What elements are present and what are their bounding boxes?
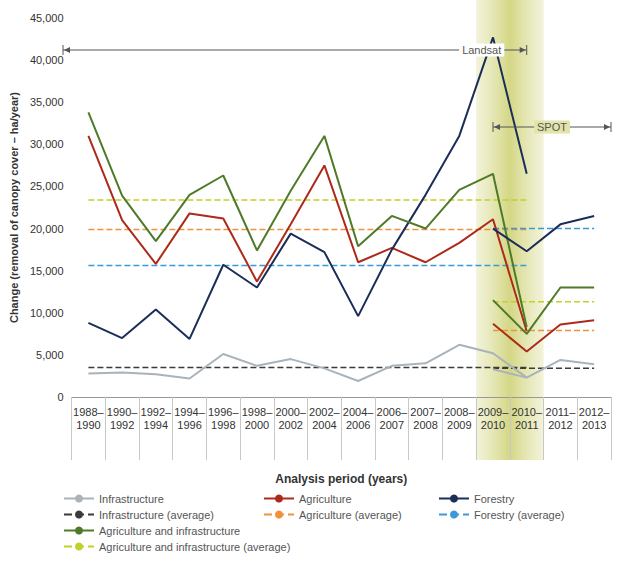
- svg-text:1998–: 1998–: [242, 406, 273, 418]
- svg-text:Change (removal of canopy cove: Change (removal of canopy cover – ha/yea…: [8, 92, 20, 323]
- svg-text:Agriculture (average): Agriculture (average): [299, 509, 402, 521]
- svg-text:2000: 2000: [245, 419, 269, 431]
- svg-text:35,000: 35,000: [30, 96, 64, 108]
- svg-text:30,000: 30,000: [30, 138, 64, 150]
- svg-text:Agriculture: Agriculture: [299, 493, 352, 505]
- svg-text:2004–: 2004–: [343, 406, 374, 418]
- svg-text:1988–: 1988–: [73, 406, 104, 418]
- svg-text:SPOT: SPOT: [537, 121, 567, 133]
- svg-text:Infrastructure (average): Infrastructure (average): [99, 509, 214, 521]
- svg-text:2007: 2007: [380, 419, 404, 431]
- svg-text:2009: 2009: [447, 419, 471, 431]
- svg-text:2002: 2002: [278, 419, 302, 431]
- svg-text:Analysis period (years): Analysis period (years): [275, 472, 407, 486]
- svg-text:2008: 2008: [413, 419, 437, 431]
- svg-text:1994–: 1994–: [174, 406, 205, 418]
- svg-text:1992: 1992: [110, 419, 134, 431]
- svg-text:5,000: 5,000: [36, 349, 64, 361]
- svg-text:2008–: 2008–: [444, 406, 475, 418]
- svg-text:2006–: 2006–: [377, 406, 408, 418]
- svg-text:2000–: 2000–: [275, 406, 306, 418]
- svg-text:40,000: 40,000: [30, 54, 64, 66]
- svg-text:0: 0: [57, 391, 63, 403]
- svg-text:2011–: 2011–: [546, 406, 577, 418]
- svg-text:1996: 1996: [177, 419, 201, 431]
- svg-text:10,000: 10,000: [30, 307, 64, 319]
- svg-text:1994: 1994: [144, 419, 168, 431]
- svg-text:Infrastructure: Infrastructure: [99, 493, 164, 505]
- svg-text:Agriculture and infrastructure: Agriculture and infrastructure (average): [99, 541, 290, 553]
- svg-text:Agriculture and infrastructure: Agriculture and infrastructure: [99, 525, 240, 537]
- svg-text:20,000: 20,000: [30, 223, 64, 235]
- svg-text:Landsat: Landsat: [462, 44, 501, 56]
- svg-text:1992–: 1992–: [141, 406, 172, 418]
- svg-text:45,000: 45,000: [30, 12, 64, 24]
- svg-text:1996–: 1996–: [208, 406, 239, 418]
- svg-text:2010–: 2010–: [511, 406, 542, 418]
- svg-text:25,000: 25,000: [30, 180, 64, 192]
- svg-text:15,000: 15,000: [30, 265, 64, 277]
- svg-text:1990: 1990: [76, 419, 100, 431]
- svg-text:2013: 2013: [582, 419, 606, 431]
- svg-text:2012–: 2012–: [579, 406, 610, 418]
- svg-text:2002–: 2002–: [309, 406, 340, 418]
- svg-text:Forestry (average): Forestry (average): [474, 509, 564, 521]
- svg-text:2007–: 2007–: [410, 406, 441, 418]
- svg-text:Forestry: Forestry: [474, 493, 515, 505]
- svg-text:2009–: 2009–: [478, 406, 509, 418]
- svg-text:1990–: 1990–: [107, 406, 138, 418]
- svg-text:2011: 2011: [515, 419, 539, 431]
- svg-text:2006: 2006: [346, 419, 370, 431]
- svg-text:2004: 2004: [312, 419, 336, 431]
- svg-text:2010: 2010: [481, 419, 505, 431]
- svg-text:2012: 2012: [548, 419, 572, 431]
- svg-text:1998: 1998: [211, 419, 235, 431]
